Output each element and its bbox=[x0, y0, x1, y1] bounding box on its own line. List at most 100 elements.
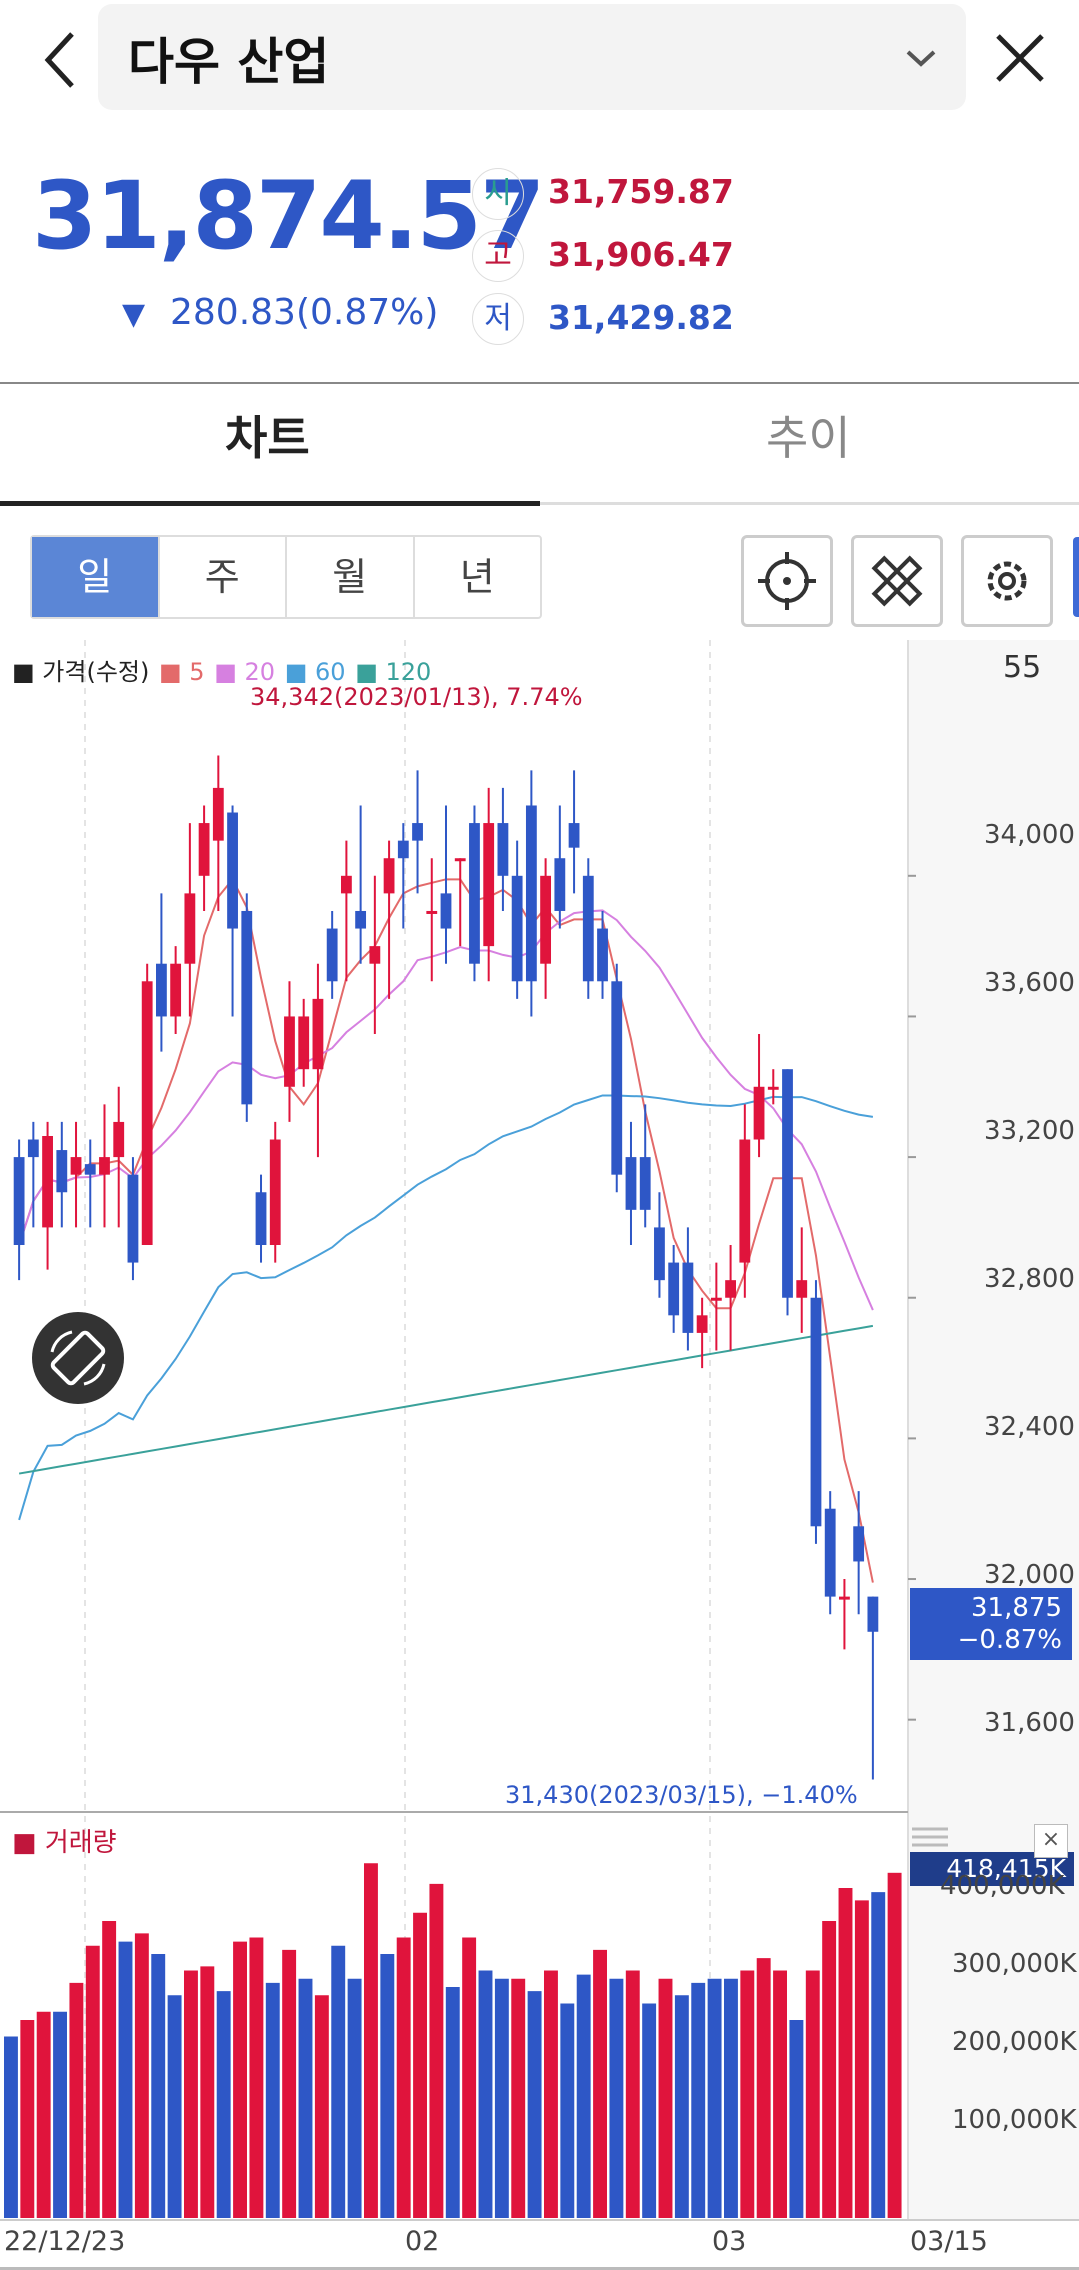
volume-bar bbox=[69, 1982, 84, 2218]
candle-body bbox=[84, 1164, 96, 1175]
volume-bar bbox=[134, 1933, 149, 2218]
volume-bar bbox=[20, 2020, 35, 2218]
candle-body bbox=[654, 1227, 665, 1281]
volume-bar bbox=[625, 1970, 640, 2218]
volume-bar bbox=[184, 1970, 198, 2218]
volume-bar bbox=[4, 2036, 18, 2218]
menu-icon[interactable] bbox=[912, 1826, 948, 1848]
volume-bar bbox=[805, 1970, 820, 2218]
volume-bar bbox=[298, 1978, 313, 2218]
candle-body bbox=[141, 981, 153, 1245]
candle-body bbox=[867, 1596, 879, 1632]
rotate-screen-button[interactable] bbox=[32, 1312, 124, 1404]
candle-body bbox=[255, 1192, 267, 1245]
down-arrow-icon: ▼ bbox=[122, 297, 146, 332]
candle-body bbox=[483, 823, 495, 947]
candle-body bbox=[198, 823, 210, 876]
scroll-bar[interactable] bbox=[0, 2267, 1079, 2270]
volume-bar bbox=[85, 1945, 100, 2218]
period-year-button[interactable]: 년 bbox=[459, 555, 495, 599]
volume-bar bbox=[494, 1978, 509, 2218]
volume-bar bbox=[413, 1912, 427, 2218]
volume-bar bbox=[773, 1970, 787, 2218]
gear-icon bbox=[987, 561, 1027, 601]
volume-bar bbox=[445, 1987, 460, 2218]
volume-bar bbox=[887, 1872, 902, 2218]
candle-body bbox=[241, 910, 253, 1105]
volume-bar bbox=[36, 2011, 51, 2218]
volume-bar bbox=[265, 1982, 280, 2218]
low-value: 31,429.82 bbox=[548, 298, 734, 337]
y-tick-label: 32,000 bbox=[984, 1560, 1075, 1590]
volume-bar bbox=[429, 1883, 444, 2218]
volume-bar bbox=[560, 2003, 575, 2218]
candle-body bbox=[397, 840, 409, 859]
period-month-button[interactable]: 월 bbox=[287, 537, 415, 617]
close-button[interactable] bbox=[990, 28, 1050, 88]
crosshair-icon bbox=[758, 552, 816, 610]
candle-body bbox=[753, 1086, 765, 1140]
y-tick-label: 32,800 bbox=[984, 1264, 1075, 1294]
high-annotation: 34,342(2023/01/13), 7.74% bbox=[250, 683, 583, 711]
volume-bar bbox=[789, 2020, 804, 2218]
volume-bar bbox=[53, 2011, 67, 2218]
candle-body bbox=[27, 1139, 39, 1158]
candle-body bbox=[412, 823, 423, 841]
candle-body bbox=[312, 998, 324, 1070]
candle-body bbox=[184, 893, 196, 964]
drawing-tools-button[interactable] bbox=[851, 535, 943, 627]
price-change: 280.83(0.87%) bbox=[170, 292, 439, 333]
volume-bar bbox=[233, 1941, 247, 2218]
volume-bar bbox=[282, 1949, 297, 2218]
low-annotation: 31,430(2023/03/15), −1.40% bbox=[505, 1781, 858, 1809]
candle-body bbox=[782, 1069, 793, 1298]
chevron-down-icon bbox=[896, 34, 946, 84]
candle-body bbox=[725, 1280, 736, 1298]
legend-ma60: ■ 60 bbox=[284, 658, 346, 686]
more-tools-button[interactable] bbox=[1073, 537, 1079, 617]
candle-body bbox=[611, 981, 623, 1175]
candlestick-chart[interactable] bbox=[0, 640, 1079, 2270]
tab-underline bbox=[540, 502, 1079, 505]
candle-body bbox=[156, 963, 167, 1017]
period-week-button[interactable]: 주 bbox=[160, 537, 287, 617]
candle-body bbox=[525, 805, 537, 982]
vol-tick-label: 300,000K bbox=[952, 1949, 1077, 1979]
candle-body bbox=[56, 1150, 68, 1193]
volume-bar bbox=[478, 1970, 493, 2218]
volume-bar bbox=[593, 1949, 607, 2218]
volume-bar bbox=[167, 1995, 182, 2218]
volume-bar bbox=[642, 2003, 657, 2218]
crosshair-button[interactable] bbox=[741, 535, 833, 627]
symbol-selector[interactable]: 다우 산업 bbox=[98, 4, 966, 110]
candle-body bbox=[340, 875, 352, 894]
volume-bar bbox=[658, 1978, 673, 2218]
volume-bar bbox=[707, 1978, 722, 2218]
candle-body bbox=[625, 1157, 637, 1210]
y-tick-label: 33,200 bbox=[984, 1116, 1075, 1146]
volume-bar bbox=[331, 1945, 346, 2218]
volume-bar bbox=[118, 1941, 133, 2218]
volume-bar bbox=[462, 1937, 477, 2218]
candle-body bbox=[99, 1157, 110, 1175]
candle-body bbox=[582, 875, 594, 982]
candle-body bbox=[810, 1297, 822, 1527]
candle-body bbox=[269, 1139, 281, 1245]
tab-chart[interactable]: 차트 bbox=[225, 411, 310, 465]
period-day-button[interactable]: 일 bbox=[32, 537, 160, 617]
tab-trend[interactable]: 추이 bbox=[766, 411, 851, 465]
settings-button[interactable] bbox=[961, 535, 1053, 627]
chart-legend: ■ 가격(수정) ■ 5 ■ 20 ■ 60 ■ 120 bbox=[12, 652, 433, 687]
volume-bar bbox=[822, 1921, 837, 2218]
axis-top-value: 55 bbox=[1003, 650, 1042, 685]
candle-body bbox=[469, 823, 480, 964]
back-button[interactable] bbox=[30, 20, 100, 100]
volume-bar bbox=[314, 1995, 329, 2218]
y-tick-label: 34,000 bbox=[984, 820, 1075, 850]
close-volume-button[interactable]: × bbox=[1034, 1824, 1068, 1858]
candle-body bbox=[326, 928, 338, 982]
candle-body bbox=[639, 1157, 651, 1210]
candle-body bbox=[383, 858, 395, 894]
volume-bar bbox=[200, 1966, 215, 2218]
ruler-pencil-icon bbox=[871, 555, 923, 607]
